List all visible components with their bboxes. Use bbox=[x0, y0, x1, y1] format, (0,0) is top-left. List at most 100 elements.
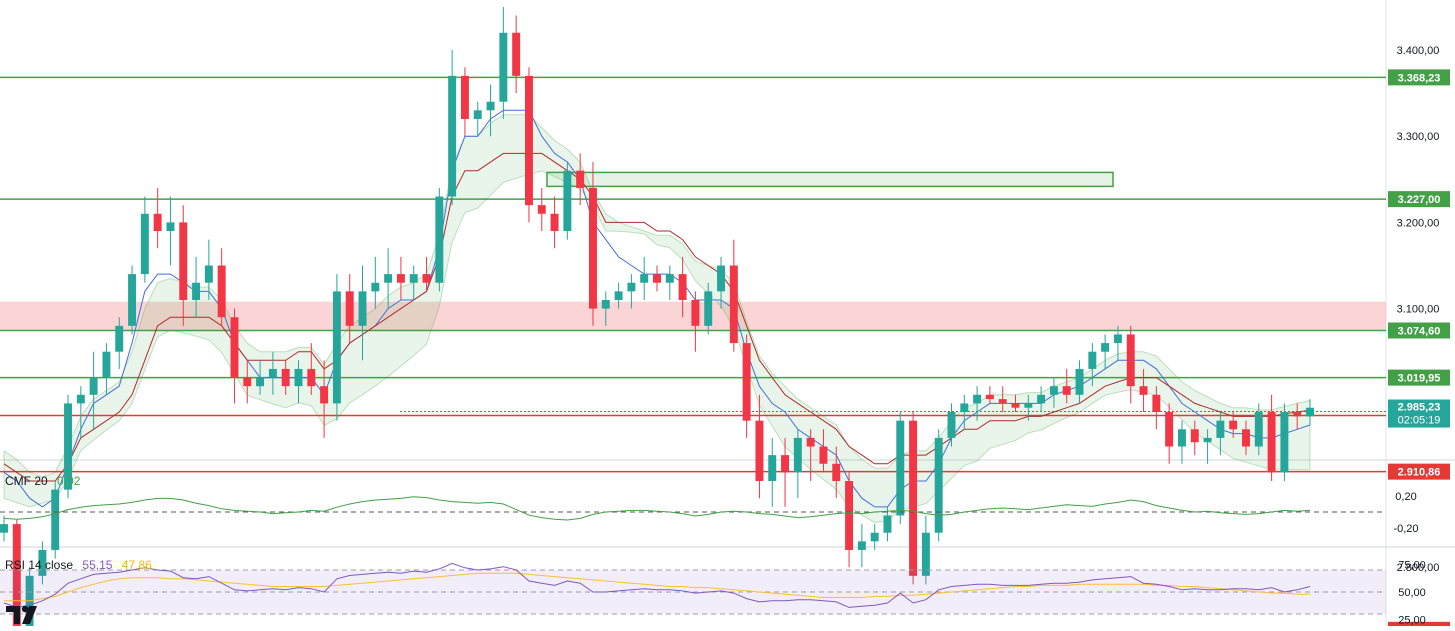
candle-33 bbox=[422, 274, 431, 283]
candle-99 bbox=[1267, 412, 1276, 473]
candle-60 bbox=[768, 455, 777, 481]
candle-76 bbox=[973, 394, 982, 404]
candle-34 bbox=[435, 196, 444, 283]
candle-95 bbox=[1216, 420, 1225, 438]
candle-75 bbox=[960, 403, 969, 413]
candle-70 bbox=[896, 420, 905, 516]
level-tag-3 bbox=[1388, 322, 1450, 339]
candle-53 bbox=[678, 274, 687, 300]
candle-87 bbox=[1113, 334, 1122, 344]
price-axis[interactable]: 3.478,113.368,233.227,003.074,603.019,95… bbox=[1388, 0, 1450, 631]
candle-15 bbox=[192, 282, 201, 300]
price-tick-4: 2.800,00 bbox=[1397, 562, 1440, 574]
candle-41 bbox=[524, 75, 533, 206]
ichimoku-cloud bbox=[3, 114, 1311, 524]
candle-9 bbox=[115, 325, 124, 352]
rsi-value: 55,15 bbox=[82, 558, 113, 572]
candle-74 bbox=[947, 412, 956, 438]
candle-0 bbox=[0, 524, 8, 533]
countdown-label: 02:05:19 bbox=[1398, 415, 1441, 427]
level-tag-2 bbox=[1388, 191, 1450, 208]
current-price-label: 2.985,23 bbox=[1398, 402, 1441, 414]
candle-102 bbox=[1306, 407, 1314, 417]
candle-83 bbox=[1062, 386, 1071, 395]
candle-3 bbox=[38, 549, 47, 576]
candle-101 bbox=[1293, 412, 1302, 417]
rsi-label: RSI 14 close bbox=[5, 558, 74, 572]
current-price-tag bbox=[1388, 399, 1450, 428]
cmf-panel bbox=[0, 496, 1386, 521]
candle-28 bbox=[358, 291, 367, 326]
candle-92 bbox=[1177, 429, 1186, 447]
candle-11 bbox=[140, 213, 149, 275]
candle-100 bbox=[1280, 412, 1289, 473]
candle-71 bbox=[909, 420, 918, 576]
candle-22 bbox=[281, 368, 290, 387]
candle-59 bbox=[755, 420, 764, 481]
candle-18 bbox=[230, 317, 239, 378]
candle-64 bbox=[819, 446, 828, 464]
candle-48 bbox=[614, 291, 623, 300]
candle-63 bbox=[806, 437, 815, 447]
rsi-tick-2: 25,00 bbox=[1398, 615, 1426, 627]
candle-69 bbox=[883, 515, 892, 533]
candle-55 bbox=[704, 291, 713, 326]
rsi-panel bbox=[0, 562, 1386, 615]
candle-77 bbox=[985, 394, 994, 400]
level-label-4: 3.019,95 bbox=[1398, 373, 1441, 385]
cmf-tick-1: -0,20 bbox=[1393, 523, 1418, 535]
level-label-3: 3.074,60 bbox=[1398, 325, 1441, 337]
candle-6 bbox=[76, 394, 85, 404]
candle-40 bbox=[512, 32, 521, 76]
candle-97 bbox=[1242, 429, 1250, 447]
candle-31 bbox=[396, 274, 405, 283]
candle-68 bbox=[870, 532, 879, 542]
candle-45 bbox=[576, 170, 585, 188]
candle-37 bbox=[473, 110, 482, 119]
candle-50 bbox=[640, 274, 649, 283]
candle-80 bbox=[1024, 403, 1033, 408]
rsi-tick-0: 75,00 bbox=[1398, 560, 1426, 572]
candle-38 bbox=[486, 101, 495, 111]
price-tick-1: 3.300,00 bbox=[1397, 131, 1440, 143]
candle-67 bbox=[857, 541, 866, 550]
tradingview-logo[interactable] bbox=[6, 604, 40, 624]
candle-85 bbox=[1088, 351, 1097, 369]
candle-94 bbox=[1203, 437, 1212, 443]
candle-46 bbox=[589, 187, 597, 309]
candle-98 bbox=[1254, 412, 1263, 447]
price-tick-0: 3.400,00 bbox=[1397, 45, 1440, 57]
candle-36 bbox=[460, 75, 469, 119]
candle-89 bbox=[1139, 386, 1148, 395]
candle-26 bbox=[332, 291, 341, 404]
candle-78 bbox=[998, 399, 1007, 404]
candle-21 bbox=[268, 368, 277, 378]
candle-42 bbox=[537, 205, 546, 214]
candle-4 bbox=[51, 489, 60, 550]
candle-25 bbox=[320, 386, 329, 404]
candle-24 bbox=[307, 368, 316, 387]
candle-79 bbox=[1011, 403, 1020, 408]
candle-7 bbox=[89, 377, 98, 395]
candle-27 bbox=[345, 291, 354, 326]
candle-43 bbox=[550, 213, 559, 232]
candle-1 bbox=[12, 524, 21, 628]
candle-20 bbox=[256, 377, 265, 387]
highlight-zone bbox=[546, 171, 1114, 188]
rsi-header: RSI 14 close 55,15 47,86 bbox=[5, 558, 158, 572]
candle-73 bbox=[934, 437, 943, 533]
candle-30 bbox=[384, 274, 393, 283]
candle-57 bbox=[729, 265, 738, 344]
candle-93 bbox=[1190, 429, 1199, 443]
cmf-header: CMF 20 0,02 bbox=[5, 474, 86, 488]
candle-8 bbox=[102, 351, 111, 378]
candle-86 bbox=[1101, 343, 1110, 352]
candle-12 bbox=[153, 213, 162, 232]
level-tag-1 bbox=[1388, 69, 1450, 86]
candle-81 bbox=[1037, 394, 1046, 404]
level-label-1: 3.368,23 bbox=[1398, 72, 1441, 84]
candle-91 bbox=[1165, 412, 1174, 447]
candle-56 bbox=[717, 265, 725, 292]
